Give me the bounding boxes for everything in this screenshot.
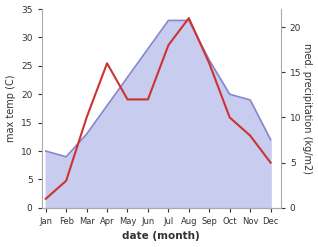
Y-axis label: max temp (C): max temp (C)	[5, 75, 16, 142]
Y-axis label: med. precipitation (kg/m2): med. precipitation (kg/m2)	[302, 43, 313, 174]
X-axis label: date (month): date (month)	[122, 231, 200, 242]
